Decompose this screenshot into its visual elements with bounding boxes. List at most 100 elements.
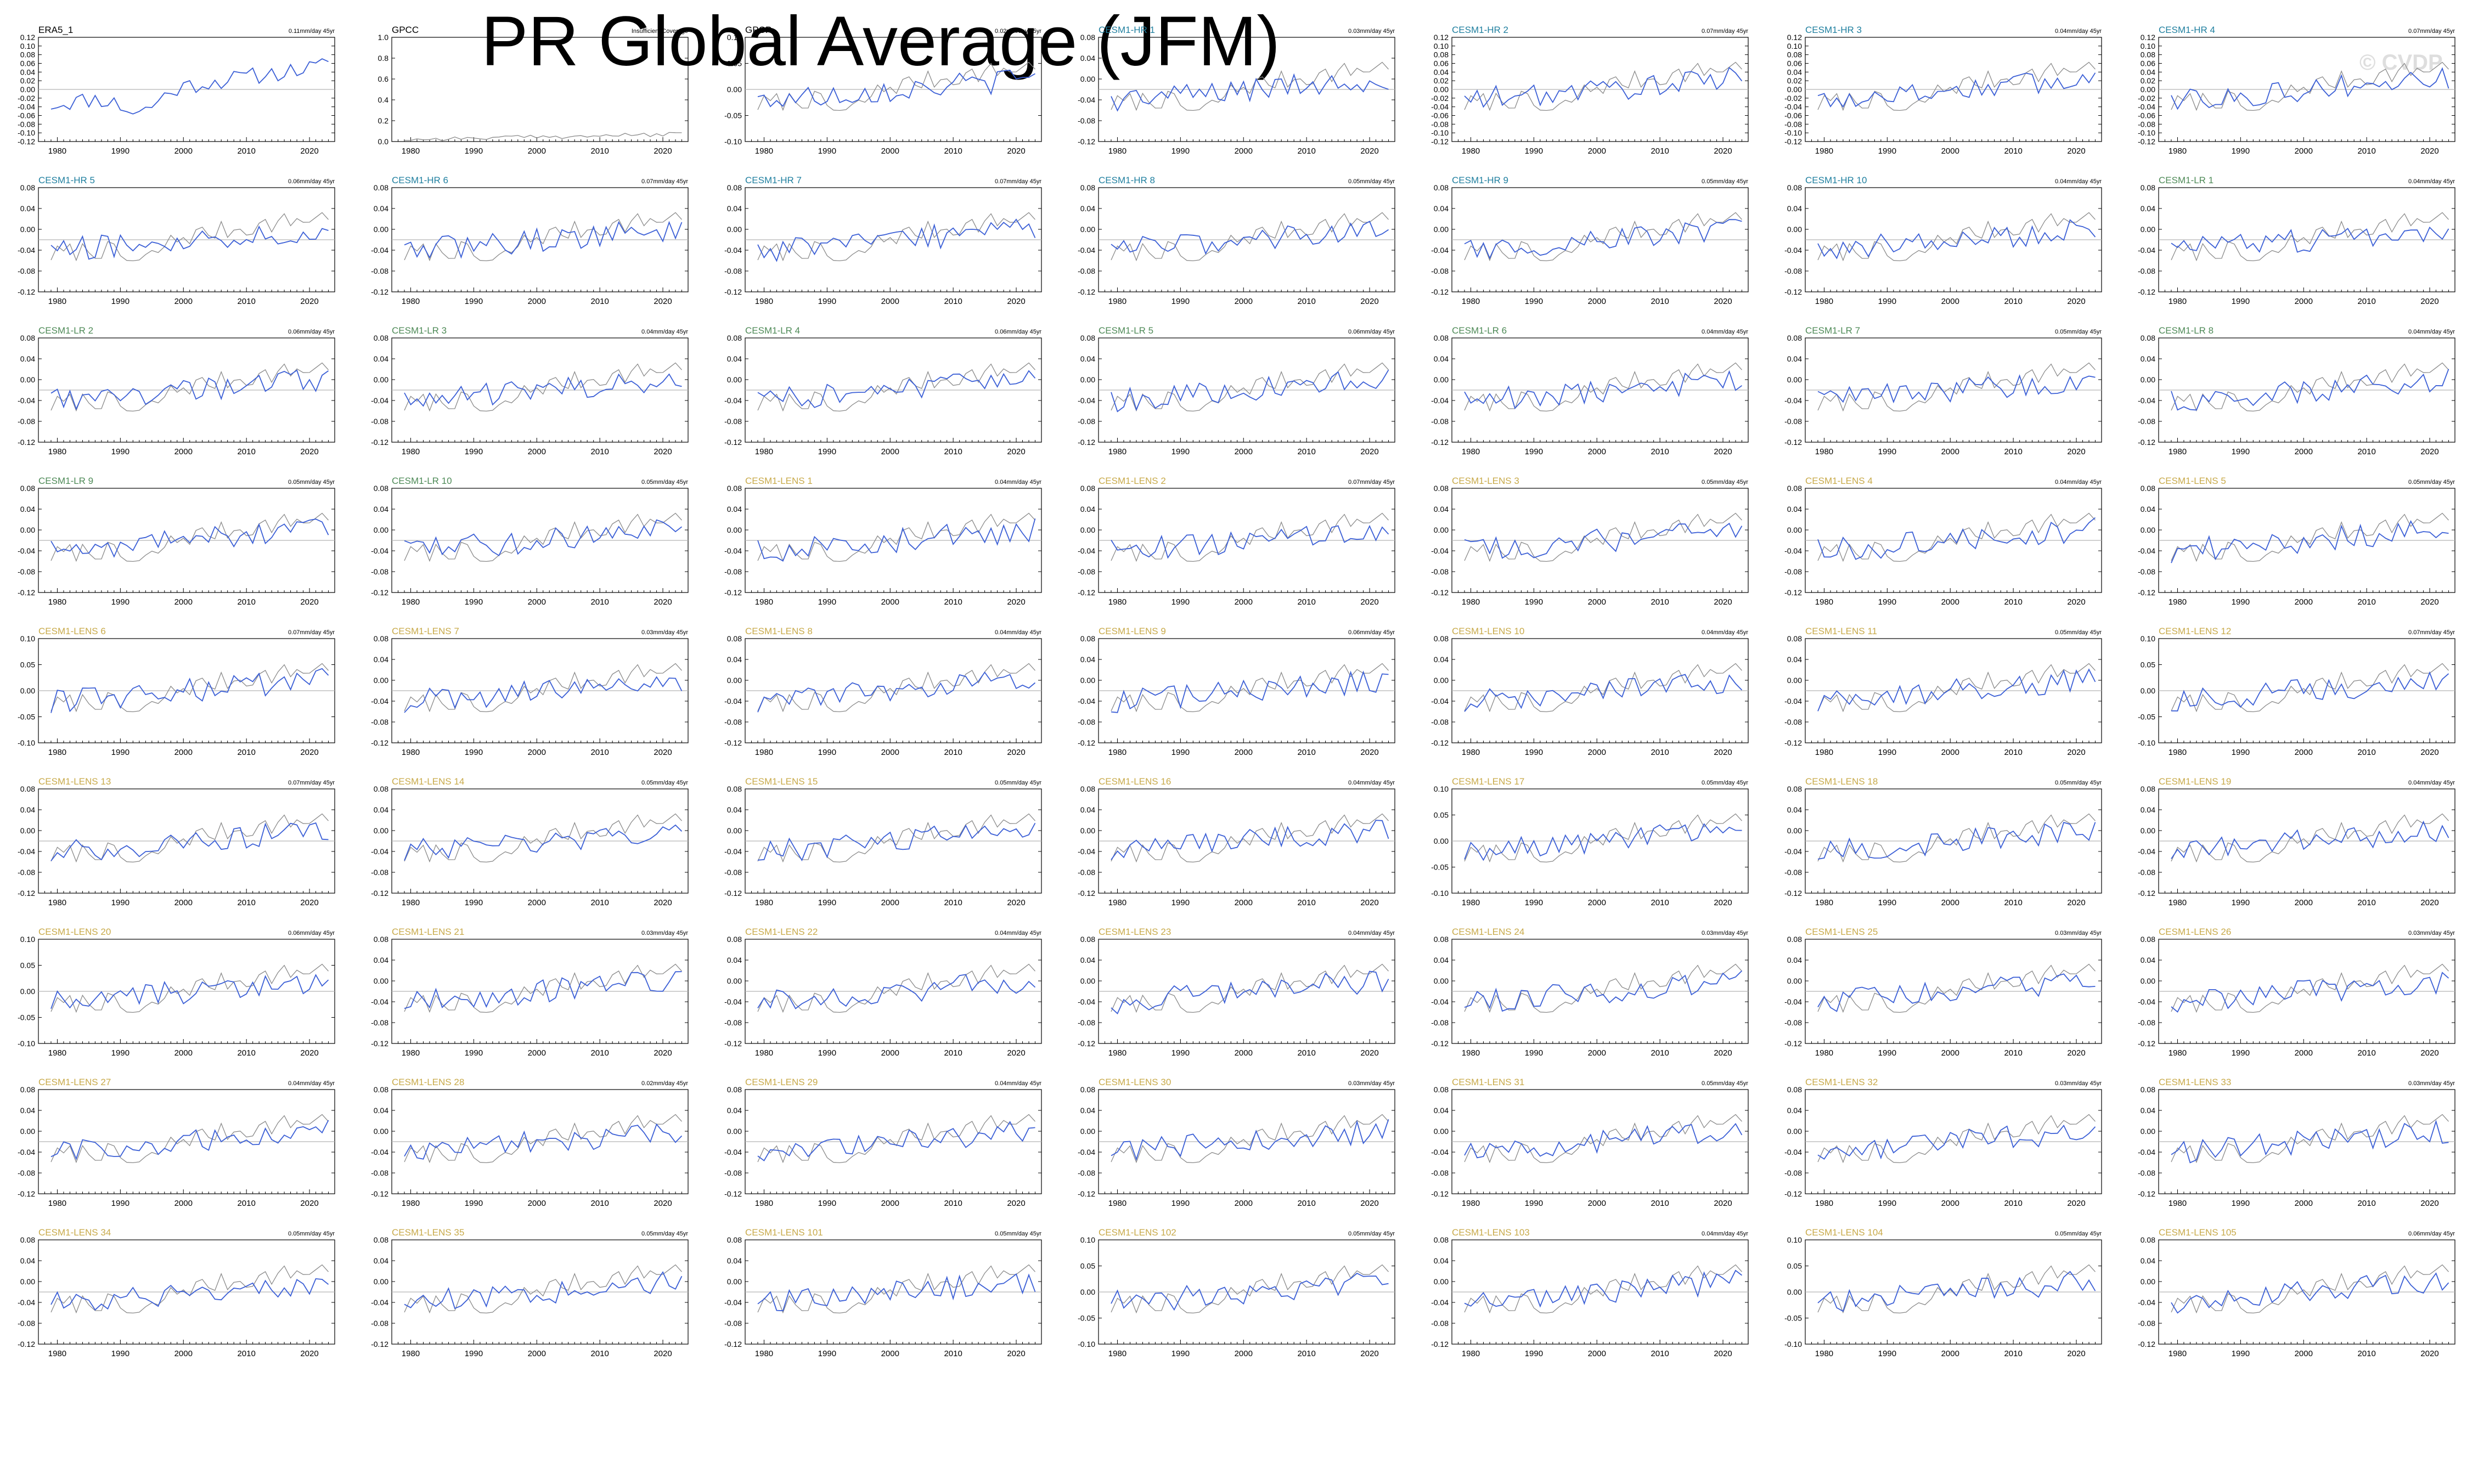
obs-series-line [404, 963, 682, 1013]
trend-label: 0.04mm/day 45yr [1702, 329, 1748, 335]
x-tick-label: 2000 [528, 146, 546, 156]
x-tick-label: 2010 [590, 898, 609, 907]
y-tick-label: -0.12 [1431, 588, 1449, 597]
y-tick-label: -0.08 [2138, 120, 2155, 128]
y-tick-label: -0.08 [1784, 718, 1802, 726]
obs-series-line [1817, 1264, 2096, 1314]
y-tick-label: 0.10 [1434, 785, 1449, 793]
x-tick-label: 2020 [1360, 297, 1378, 306]
panel-name-label: CESM1-LENS 3 [1452, 476, 1519, 486]
y-tick-label: 0.04 [1434, 505, 1449, 514]
obs-series-line [404, 663, 682, 713]
y-tick-label: -0.04 [1784, 246, 1802, 255]
x-tick-label: 1990 [1171, 898, 1190, 907]
model-series-line [2171, 671, 2449, 712]
trend-label: 0.04mm/day 45yr [995, 479, 1041, 486]
obs-series-line [1464, 61, 1742, 111]
x-tick-label: 2000 [881, 297, 899, 306]
y-tick-label: 0.04 [20, 204, 35, 213]
x-tick-label: 1990 [2232, 898, 2250, 907]
trend-label: 0.04mm/day 45yr [2055, 479, 2102, 486]
y-tick-label: -0.08 [1078, 718, 1095, 726]
y-tick-label: -0.08 [371, 1319, 388, 1328]
y-tick-label: -0.08 [1431, 120, 1449, 128]
y-tick-label: -0.08 [724, 1169, 742, 1177]
x-tick-label: 1980 [1108, 597, 1127, 607]
x-tick-label: 2010 [1651, 597, 1669, 607]
y-tick-label: -0.08 [18, 267, 35, 275]
y-tick-label: 0.08 [1080, 785, 1095, 793]
obs-series-line [757, 813, 1035, 863]
y-tick-label: 0.04 [1787, 67, 1802, 76]
x-tick-label: 1990 [2232, 146, 2250, 156]
y-tick-label: 0.00 [727, 225, 742, 234]
model-series-line [1464, 522, 1743, 559]
model-series-line [1464, 66, 1743, 108]
x-tick-label: 2010 [590, 748, 609, 757]
model-series-line [1111, 820, 1389, 860]
trend-label: 0.05mm/day 45yr [995, 1231, 1041, 1237]
panel-name-label: CESM1-LENS 16 [1099, 776, 1171, 787]
y-tick-label: 0.04 [727, 655, 742, 664]
y-tick-label: -0.08 [1078, 1169, 1095, 1177]
y-tick-label: -0.12 [18, 137, 35, 146]
y-tick-label: 0.08 [1787, 484, 1802, 493]
y-tick-label: -0.04 [1784, 997, 1802, 1006]
y-tick-label: -0.04 [18, 847, 35, 856]
y-tick-label: -0.04 [2138, 246, 2155, 255]
y-tick-label: -0.12 [2138, 1039, 2155, 1048]
y-tick-label: -0.12 [18, 889, 35, 898]
y-tick-label: 0.05 [2141, 661, 2155, 669]
y-tick-label: -0.12 [724, 1340, 742, 1348]
x-tick-label: 2010 [237, 297, 255, 306]
obs-series-line [1817, 212, 2096, 262]
y-tick-label: -0.04 [2138, 1148, 2155, 1156]
y-tick-label: -0.05 [1078, 1314, 1095, 1323]
x-tick-label: 2020 [2067, 1349, 2085, 1358]
panel-cesm1-lens-23: CESM1-LENS 23 0.04mm/day 45yr 0.08 0.04 0.00… [1078, 927, 1395, 1058]
x-tick-label: 2020 [2420, 297, 2438, 306]
x-tick-label: 2020 [300, 297, 318, 306]
panel-cesm1-lr-7: CESM1-LR 7 0.05mm/day 45yr 0.08 0.04 0.00 -0.… [1784, 325, 2102, 456]
panel-cesm1-hr-5: CESM1-HR 5 0.06mm/day 45yr 0.08 0.04 0.00 -0.… [18, 175, 335, 306]
page-title: PR Global Average (JFM) [481, 2, 1280, 81]
y-tick-label: 0.00 [20, 375, 35, 384]
x-tick-label: 2010 [2357, 898, 2375, 907]
obs-series-line [1817, 813, 2096, 863]
y-tick-label: 0.08 [20, 334, 35, 342]
x-tick-label: 2020 [654, 297, 672, 306]
trend-label: 0.04mm/day 45yr [288, 1080, 335, 1087]
x-tick-label: 2010 [944, 447, 962, 456]
panel-name-label: CESM1-HR 6 [392, 175, 448, 185]
x-tick-label: 1980 [1462, 146, 1480, 156]
x-tick-label: 2000 [174, 1349, 193, 1358]
model-series-line [757, 1273, 1036, 1312]
y-tick-label: -0.12 [1078, 287, 1095, 296]
y-tick-label: 0.00 [727, 676, 742, 685]
panel-cesm1-lens-5: CESM1-LENS 5 0.05mm/day 45yr 0.08 0.04 0.00 -… [2138, 476, 2455, 607]
x-tick-label: 1980 [2169, 297, 2187, 306]
model-series-line [404, 1271, 683, 1310]
x-tick-label: 2020 [654, 748, 672, 757]
y-tick-label: 0.08 [2141, 935, 2155, 944]
y-tick-label: -0.12 [1078, 588, 1095, 597]
x-tick-label: 2020 [1714, 1199, 1732, 1208]
y-tick-label: -0.12 [1431, 1189, 1449, 1198]
x-tick-label: 1980 [755, 898, 773, 907]
obs-series-line [404, 813, 682, 863]
y-tick-label: -0.10 [18, 1039, 35, 1048]
y-tick-label: -0.06 [1784, 111, 1802, 120]
x-tick-label: 2020 [1007, 297, 1025, 306]
x-tick-label: 1990 [111, 597, 129, 607]
y-tick-label: 0.00 [727, 526, 742, 534]
trend-label: 0.04mm/day 45yr [2055, 28, 2102, 35]
y-tick-label: 0.04 [2141, 1256, 2155, 1265]
x-tick-label: 2010 [590, 146, 609, 156]
x-tick-label: 1990 [818, 1199, 836, 1208]
x-tick-label: 2010 [1297, 898, 1315, 907]
x-tick-label: 2020 [654, 597, 672, 607]
y-tick-label: 0.00 [1434, 225, 1449, 234]
x-tick-label: 2010 [2357, 146, 2375, 156]
obs-series-line [2171, 1264, 2449, 1314]
x-tick-label: 2010 [1297, 1349, 1315, 1358]
